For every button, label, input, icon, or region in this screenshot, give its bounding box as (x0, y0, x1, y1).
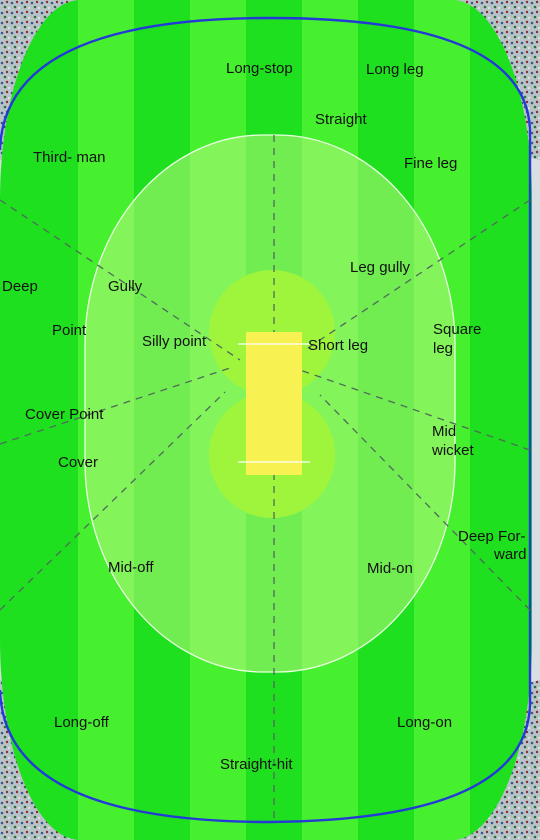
label-deep: Deep (2, 278, 38, 295)
label-long-off: Long-off (54, 714, 110, 731)
label-gully: Gully (108, 278, 143, 295)
label-mid-off: Mid-off (108, 559, 154, 576)
label-mid-wicket-line2: wicket (431, 442, 475, 459)
sector-lines (0, 135, 531, 820)
label-point: Point (52, 322, 87, 339)
pitch (246, 332, 302, 475)
boundary-rope (0, 16, 532, 824)
label-leg-gully: Leg gully (350, 259, 411, 276)
position-labels: Long-stop Long leg Straight Third- man F… (2, 60, 527, 773)
label-short-leg: Short leg (308, 337, 368, 354)
label-fine-leg: Fine leg (404, 155, 457, 172)
label-square-leg-line2: leg (433, 340, 453, 357)
label-mid-on: Mid-on (367, 560, 413, 577)
label-long-stop: Long-stop (226, 60, 293, 77)
label-mid-wicket-line1: Mid (432, 423, 456, 440)
label-silly-point: Silly point (142, 333, 207, 350)
label-third-man: Third- man (33, 149, 106, 166)
label-deep-forward-line2: ward (493, 546, 527, 563)
label-square-leg-line1: Square (433, 321, 481, 338)
label-straight: Straight (315, 111, 368, 128)
label-straight-hit: Straight-hit (220, 756, 293, 773)
label-long-on: Long-on (397, 714, 452, 731)
label-cover-point: Cover Point (25, 406, 104, 423)
label-deep-forward-line1: Deep For- (458, 528, 526, 545)
label-long-leg: Long leg (366, 61, 424, 78)
label-cover: Cover (58, 454, 98, 471)
